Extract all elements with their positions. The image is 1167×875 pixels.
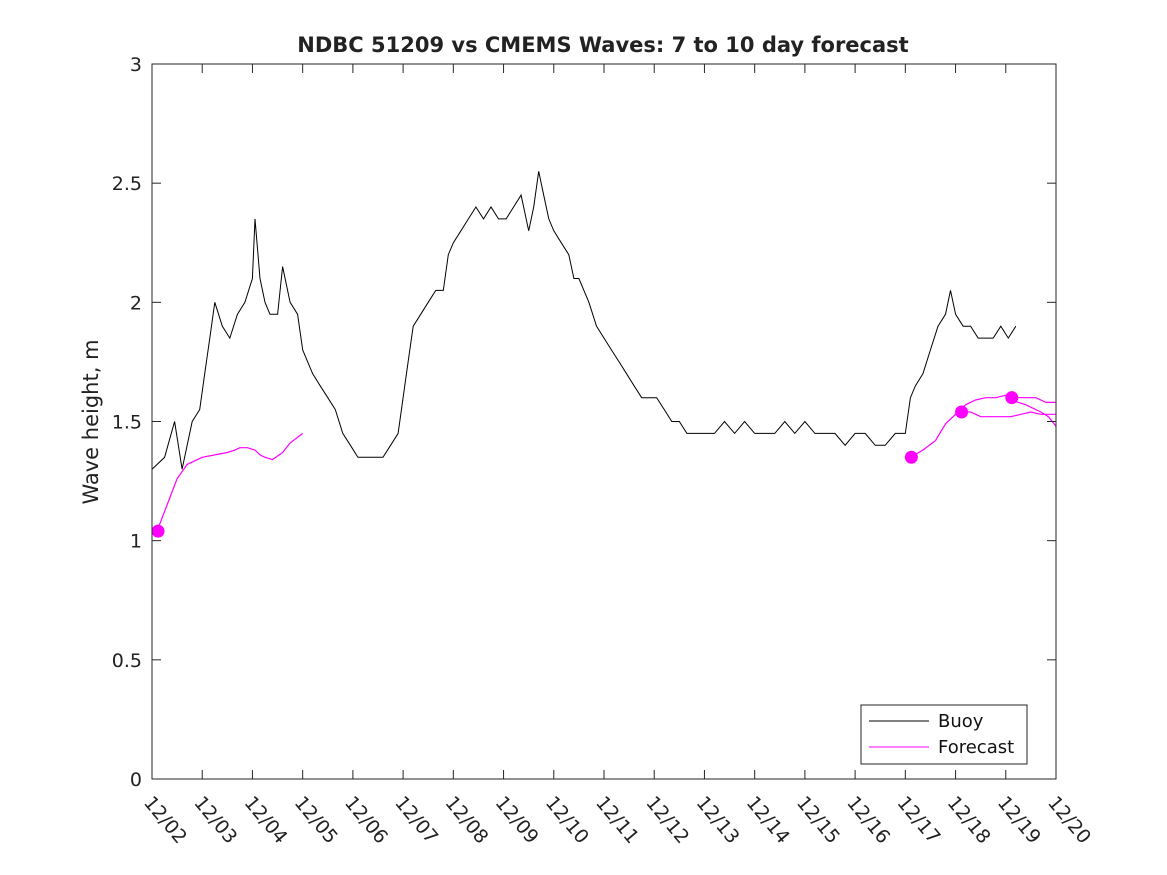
y-axis-label: Wave height, m bbox=[79, 339, 103, 504]
series-forecast-line-1 bbox=[910, 411, 1056, 458]
legend: Buoy Forecast bbox=[860, 704, 1028, 765]
y-tick-label: 2.5 bbox=[112, 173, 142, 195]
legend-box bbox=[860, 704, 1028, 765]
plot-area bbox=[151, 171, 1057, 538]
y-tick-label: 0.5 bbox=[112, 650, 142, 672]
y-tick-label: 1 bbox=[130, 531, 142, 553]
y-tick-label: 2 bbox=[130, 292, 142, 314]
series-buoy-line bbox=[151, 171, 1017, 470]
series-forecast-line-0 bbox=[156, 432, 304, 532]
y-tick-label: 3 bbox=[130, 54, 142, 76]
chart-title: NDBC 51209 vs CMEMS Waves: 7 to 10 day f… bbox=[297, 33, 908, 57]
forecast-marker-2 bbox=[955, 405, 969, 419]
y-tick-label: 0 bbox=[130, 769, 142, 791]
series-forecast-line-3 bbox=[1010, 399, 1057, 427]
legend-buoy-label: Buoy bbox=[938, 711, 984, 732]
y-tick-label: 1.5 bbox=[112, 412, 142, 434]
forecast-marker-1 bbox=[904, 450, 918, 464]
forecast-marker-3 bbox=[1005, 391, 1019, 405]
forecast-marker-0 bbox=[151, 524, 165, 538]
legend-forecast-label: Forecast bbox=[938, 737, 1014, 758]
